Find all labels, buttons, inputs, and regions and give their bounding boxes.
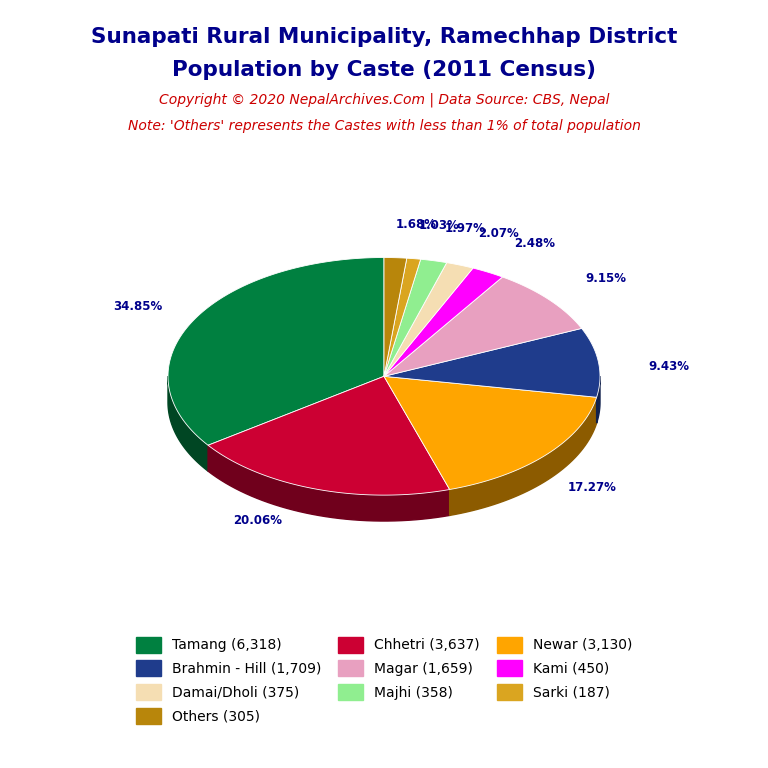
Text: 1.68%: 1.68%: [396, 218, 436, 231]
Polygon shape: [384, 257, 407, 376]
Legend: Tamang (6,318), Brahmin - Hill (1,709), Damai/Dholi (375), Others (305), Chhetri: Tamang (6,318), Brahmin - Hill (1,709), …: [131, 631, 637, 730]
Polygon shape: [384, 260, 447, 376]
Polygon shape: [449, 397, 597, 515]
Polygon shape: [384, 329, 600, 397]
Polygon shape: [208, 445, 449, 521]
Text: 9.15%: 9.15%: [585, 272, 626, 284]
Polygon shape: [384, 376, 597, 489]
Text: 9.43%: 9.43%: [649, 360, 690, 373]
Text: Population by Caste (2011 Census): Population by Caste (2011 Census): [172, 60, 596, 80]
Text: Note: 'Others' represents the Castes with less than 1% of total population: Note: 'Others' represents the Castes wit…: [127, 119, 641, 133]
Text: 1.97%: 1.97%: [445, 222, 485, 235]
Polygon shape: [384, 277, 581, 376]
Text: 2.48%: 2.48%: [514, 237, 555, 250]
Ellipse shape: [168, 283, 600, 521]
Text: 2.07%: 2.07%: [478, 227, 519, 240]
Polygon shape: [208, 376, 449, 495]
Text: Sunapati Rural Municipality, Ramechhap District: Sunapati Rural Municipality, Ramechhap D…: [91, 27, 677, 47]
Text: 1.03%: 1.03%: [419, 219, 460, 232]
Polygon shape: [384, 263, 473, 376]
Polygon shape: [168, 376, 208, 472]
Text: 17.27%: 17.27%: [568, 481, 617, 494]
Text: 34.85%: 34.85%: [114, 300, 163, 313]
Polygon shape: [384, 258, 421, 376]
Polygon shape: [384, 268, 502, 376]
Polygon shape: [168, 257, 384, 445]
Polygon shape: [597, 376, 600, 423]
Text: 20.06%: 20.06%: [233, 514, 283, 527]
Text: Copyright © 2020 NepalArchives.Com | Data Source: CBS, Nepal: Copyright © 2020 NepalArchives.Com | Dat…: [159, 93, 609, 108]
